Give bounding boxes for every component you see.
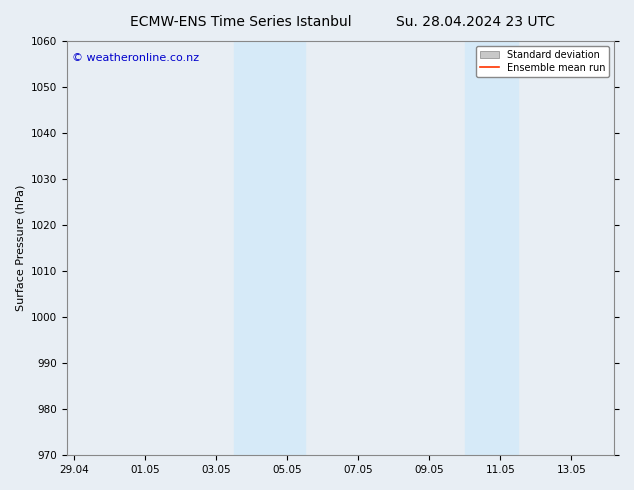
Text: ECMW-ENS Time Series Istanbul: ECMW-ENS Time Series Istanbul: [130, 15, 352, 29]
Legend: Standard deviation, Ensemble mean run: Standard deviation, Ensemble mean run: [476, 46, 609, 76]
Text: Su. 28.04.2024 23 UTC: Su. 28.04.2024 23 UTC: [396, 15, 555, 29]
Bar: [234, 41, 305, 455]
Text: © weatheronline.co.nz: © weatheronline.co.nz: [72, 53, 199, 64]
Y-axis label: Surface Pressure (hPa): Surface Pressure (hPa): [15, 185, 25, 311]
Bar: [465, 41, 518, 455]
